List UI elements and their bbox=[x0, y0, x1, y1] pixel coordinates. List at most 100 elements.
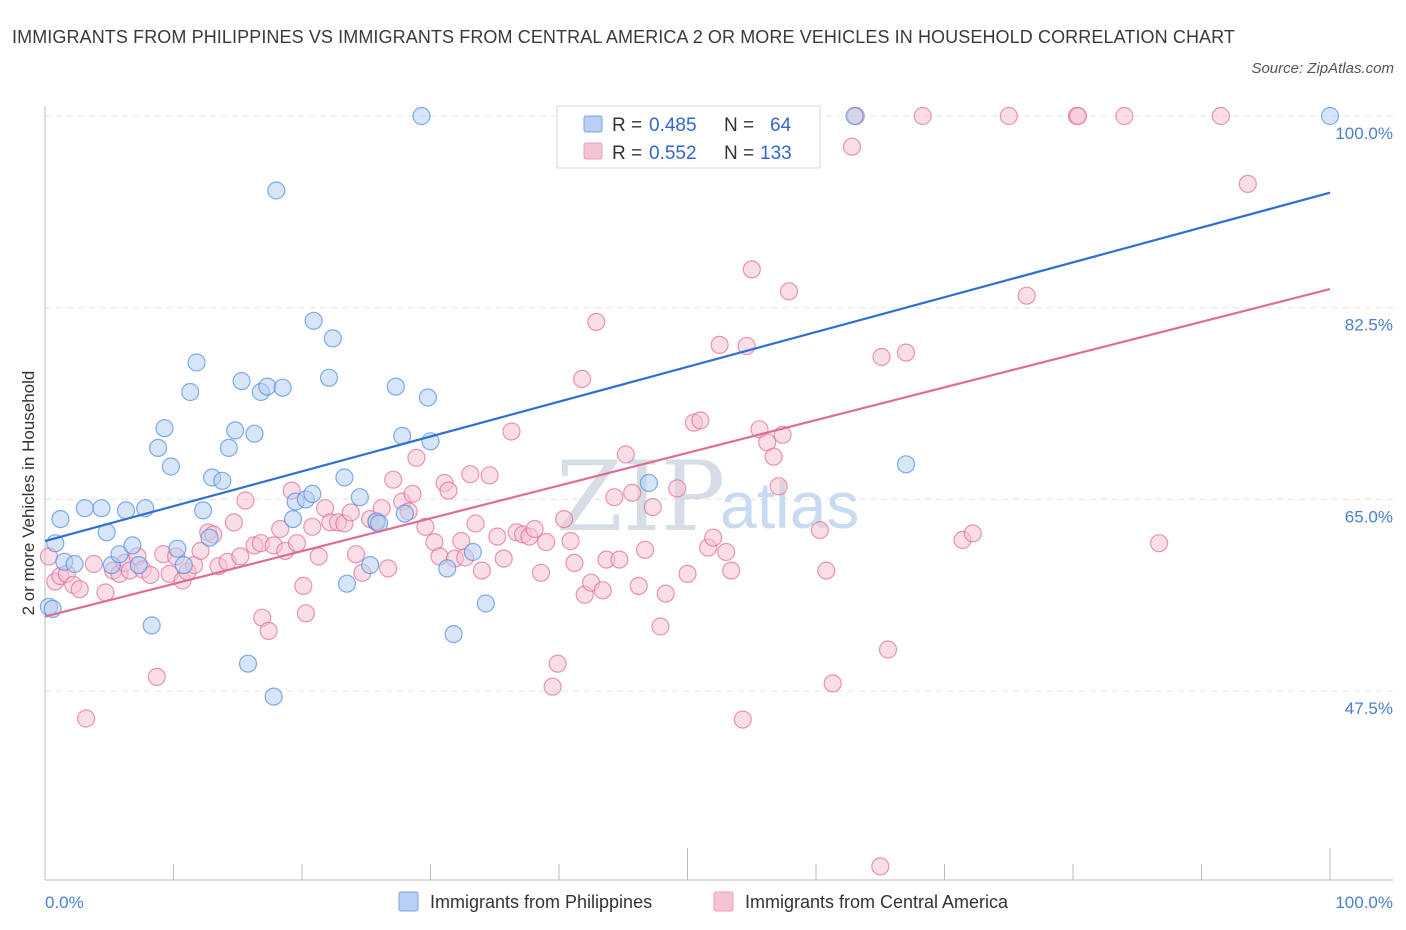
point-pink-74 bbox=[502, 422, 521, 441]
point-blue-16 bbox=[155, 419, 174, 438]
point-blue-2 bbox=[51, 509, 70, 529]
point-blue-62 bbox=[1320, 106, 1340, 126]
point-pink-107 bbox=[710, 335, 729, 354]
point-blue-46 bbox=[361, 555, 380, 575]
point-blue-53 bbox=[418, 388, 437, 407]
point-pink-69 bbox=[466, 514, 485, 533]
bottom-legend-swatch-blue bbox=[398, 891, 419, 912]
point-pink-49 bbox=[346, 545, 366, 564]
trend-line-blue bbox=[44, 191, 1331, 543]
point-blue-15 bbox=[149, 438, 168, 457]
grid-lines bbox=[45, 115, 1393, 692]
point-blue-5 bbox=[75, 499, 94, 518]
trend-line-pink bbox=[44, 288, 1331, 618]
point-pink-71 bbox=[480, 466, 499, 485]
point-blue-26 bbox=[219, 438, 238, 457]
point-blue-29 bbox=[238, 654, 258, 673]
point-blue-14 bbox=[142, 616, 161, 635]
legend-r-label-2: R = bbox=[612, 143, 642, 164]
point-blue-55 bbox=[438, 559, 457, 578]
point-blue-20 bbox=[181, 382, 200, 402]
point-pink-127 bbox=[913, 106, 932, 126]
point-pink-15 bbox=[141, 565, 160, 585]
point-pink-6 bbox=[76, 709, 96, 728]
point-pink-101 bbox=[668, 479, 687, 498]
point-pink-79 bbox=[531, 563, 551, 582]
point-blue-36 bbox=[283, 509, 303, 529]
point-blue-60 bbox=[845, 106, 864, 126]
point-pink-119 bbox=[810, 520, 830, 540]
point-blue-52 bbox=[412, 106, 431, 126]
point-pink-93 bbox=[610, 550, 629, 569]
point-pink-120 bbox=[817, 561, 836, 580]
point-pink-72 bbox=[488, 527, 507, 546]
point-blue-23 bbox=[200, 528, 219, 547]
point-pink-125 bbox=[878, 640, 898, 659]
point-pink-29 bbox=[231, 547, 250, 566]
bottom-legend-label-2: Immigrants from Central America bbox=[745, 892, 1009, 912]
point-blue-51 bbox=[395, 504, 414, 523]
point-blue-12 bbox=[129, 555, 148, 575]
point-pink-108 bbox=[716, 542, 736, 562]
point-pink-100 bbox=[656, 584, 675, 603]
point-pink-131 bbox=[1017, 286, 1036, 305]
point-blue-18 bbox=[168, 539, 187, 558]
x-tick-label-1: 100.0% bbox=[1335, 893, 1393, 912]
point-pink-80 bbox=[537, 532, 556, 552]
legend-swatch-blue bbox=[583, 115, 603, 133]
y-axis-label: 2 or more Vehicles in Household bbox=[19, 371, 38, 616]
point-pink-137 bbox=[1238, 174, 1257, 193]
legend-n-value-2: 133 bbox=[760, 143, 792, 164]
point-pink-90 bbox=[593, 581, 612, 600]
point-blue-58 bbox=[476, 594, 495, 613]
point-pink-130 bbox=[999, 106, 1018, 126]
point-pink-112 bbox=[742, 260, 761, 279]
point-pink-39 bbox=[287, 534, 306, 553]
point-pink-139 bbox=[871, 857, 890, 876]
point-blue-25 bbox=[213, 471, 232, 490]
point-pink-42 bbox=[303, 517, 322, 536]
point-blue-57 bbox=[463, 542, 482, 562]
point-pink-78 bbox=[525, 519, 544, 539]
point-pink-70 bbox=[472, 561, 491, 580]
point-pink-115 bbox=[764, 447, 783, 466]
point-blue-9 bbox=[110, 545, 129, 564]
point-pink-58 bbox=[403, 484, 422, 503]
point-pink-89 bbox=[587, 312, 606, 331]
point-pink-106 bbox=[704, 528, 723, 547]
point-pink-96 bbox=[629, 576, 648, 596]
point-pink-84 bbox=[561, 531, 580, 551]
point-pink-28 bbox=[224, 513, 243, 532]
point-pink-124 bbox=[872, 347, 891, 367]
source-label: Source: ZipAtlas.com bbox=[1251, 60, 1394, 77]
point-pink-83 bbox=[554, 509, 574, 529]
y-tick-labels: 100.0% 82.5% 65.0% 47.5% bbox=[1335, 124, 1393, 718]
point-pink-85 bbox=[565, 553, 584, 573]
point-pink-16 bbox=[147, 667, 166, 687]
point-blue-56 bbox=[444, 624, 463, 644]
point-blue-59 bbox=[639, 473, 659, 493]
point-blue-39 bbox=[303, 484, 322, 503]
point-pink-40 bbox=[294, 576, 313, 596]
x-tick-label-0: 0.0% bbox=[45, 893, 84, 912]
y-tick-label-1: 82.5% bbox=[1345, 316, 1393, 335]
y-tick-label-3: 47.5% bbox=[1345, 699, 1393, 718]
point-blue-34 bbox=[267, 181, 286, 200]
point-pink-68 bbox=[461, 465, 480, 484]
point-blue-30 bbox=[245, 424, 264, 443]
point-pink-43 bbox=[309, 547, 328, 566]
point-blue-44 bbox=[337, 574, 357, 593]
point-blue-27 bbox=[226, 421, 245, 440]
point-blue-21 bbox=[187, 353, 206, 372]
point-pink-82 bbox=[548, 654, 567, 673]
point-pink-104 bbox=[691, 411, 710, 430]
point-blue-28 bbox=[232, 372, 251, 391]
legend-n-label-1: N = bbox=[724, 115, 754, 136]
point-pink-133 bbox=[1068, 106, 1088, 126]
point-pink-102 bbox=[678, 564, 697, 584]
legend-r-value-1: 0.485 bbox=[649, 115, 697, 136]
point-pink-86 bbox=[572, 369, 592, 388]
point-blue-32 bbox=[258, 377, 277, 396]
point-blue-33 bbox=[264, 687, 283, 706]
point-blue-35 bbox=[273, 378, 292, 397]
